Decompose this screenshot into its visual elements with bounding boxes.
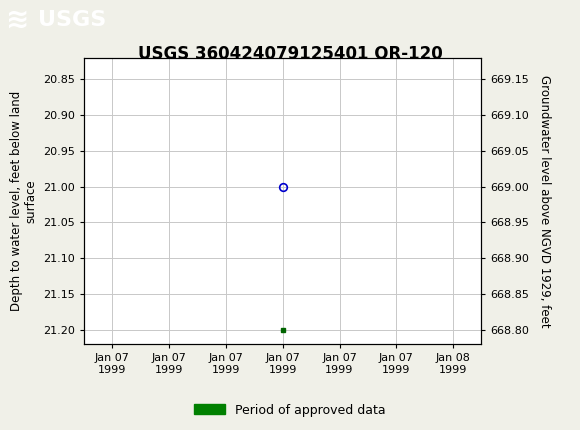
Text: USGS 360424079125401 OR-120: USGS 360424079125401 OR-120: [137, 45, 443, 63]
Text: ≋: ≋: [6, 6, 29, 34]
Legend: Period of approved data: Period of approved data: [189, 399, 391, 421]
Y-axis label: Depth to water level, feet below land
surface: Depth to water level, feet below land su…: [10, 91, 38, 311]
Text: USGS: USGS: [38, 9, 106, 30]
Y-axis label: Groundwater level above NGVD 1929, feet: Groundwater level above NGVD 1929, feet: [538, 75, 550, 327]
